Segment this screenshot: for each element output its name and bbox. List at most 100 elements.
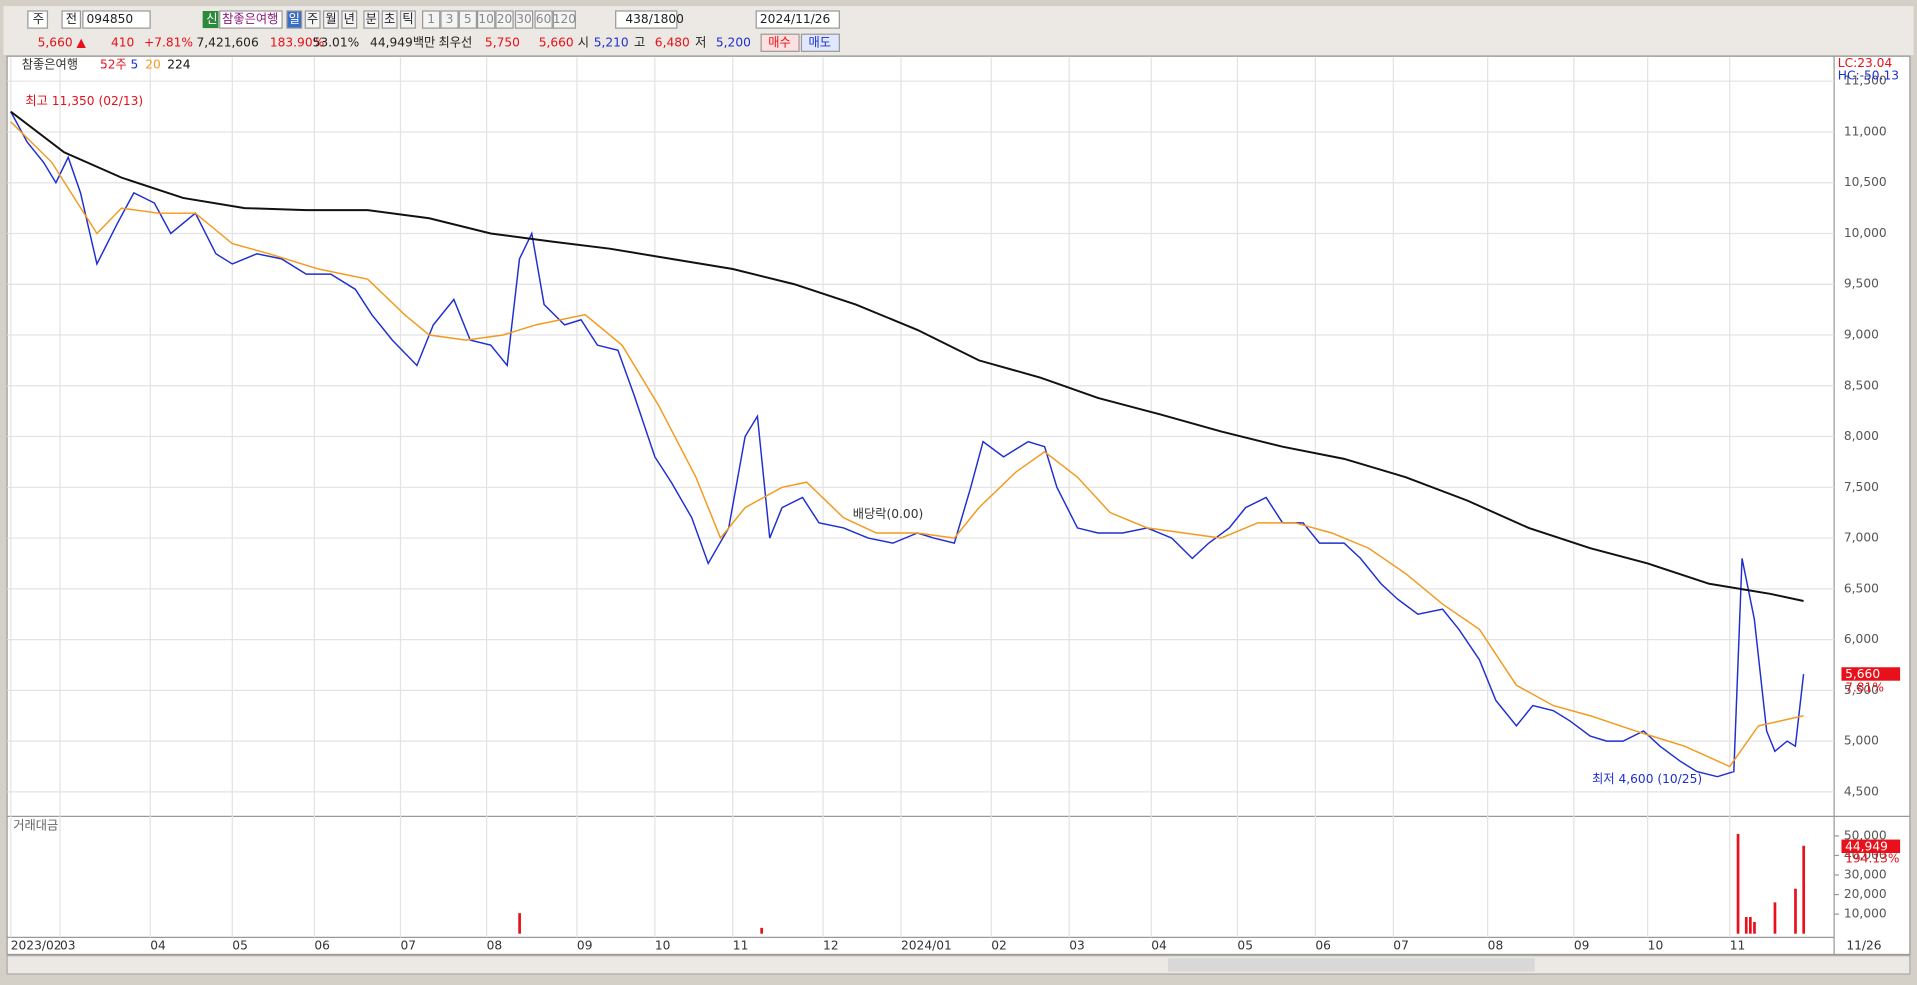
stock-name: 참좋은여행 <box>222 11 278 26</box>
field[interactable] <box>286 10 303 29</box>
quote-ask: 5,750 <box>485 35 520 49</box>
y-tick-label: 8,500 <box>1844 378 1879 392</box>
y-tick-label: 50,000 <box>1844 828 1887 842</box>
interval-button: 5 <box>464 12 472 26</box>
period-button: 초 <box>384 12 395 26</box>
x-tick-label: 07 <box>401 938 417 952</box>
undefined: 주 <box>33 12 44 26</box>
quote-amount: 44,949백만 <box>370 35 435 49</box>
field[interactable] <box>381 10 398 29</box>
x-tick-label: 11 <box>1730 938 1746 952</box>
x-tick-label: 08 <box>1488 938 1504 952</box>
quote-high: 6,480 <box>655 35 690 49</box>
y-tick-label: 11,500 <box>1844 74 1887 88</box>
field[interactable] <box>534 10 553 29</box>
badge-text: 신 <box>206 12 217 26</box>
x-tick-label: 12 <box>823 938 839 952</box>
x-tick-label: 05 <box>232 938 248 952</box>
bar-count: 438 <box>625 12 648 26</box>
volume-bar <box>1744 917 1748 934</box>
period-button: 분 <box>366 12 377 26</box>
x-tick-label: 2024/01 <box>901 938 952 952</box>
toolbar-bg <box>3 6 1914 55</box>
volume-bar <box>1794 888 1797 934</box>
field[interactable] <box>552 10 576 29</box>
field[interactable] <box>755 10 840 29</box>
period-button: 월 <box>325 12 336 26</box>
interval-button: 10 <box>478 12 494 26</box>
last-volume-pct: 194.13% <box>1845 852 1899 866</box>
quote-open-label: 시 <box>578 35 589 49</box>
field[interactable] <box>363 10 380 29</box>
dividend-annotation: 배당락(0.00) <box>853 507 923 521</box>
field[interactable] <box>458 10 477 29</box>
field[interactable] <box>760 33 800 52</box>
y-tick-label: 10,500 <box>1844 175 1887 189</box>
interval-button: 20 <box>497 12 513 26</box>
legend-entry: 224 <box>167 57 191 71</box>
x-tick-label: 03 <box>60 938 76 952</box>
y-tick-label: 10,000 <box>1844 226 1887 240</box>
price-line <box>10 121 1804 768</box>
field[interactable] <box>304 10 321 29</box>
buy-button: 매수 <box>768 35 790 49</box>
volume-bar <box>518 913 521 934</box>
x-tick-label: 06 <box>314 938 330 952</box>
legend-entry: 20 <box>145 57 161 71</box>
last-volume: 44,949 <box>1845 839 1888 853</box>
quote-price: 5,660 ▲ <box>38 35 87 49</box>
field[interactable] <box>495 10 514 29</box>
scroll-thumb[interactable] <box>1168 958 1535 972</box>
field[interactable] <box>422 10 441 29</box>
volume-bar <box>760 927 763 934</box>
x-tick-label: 05 <box>1237 938 1253 952</box>
field[interactable] <box>341 10 358 29</box>
quote-change-pct: +7.81% <box>144 35 193 49</box>
field[interactable] <box>514 10 534 29</box>
field[interactable] <box>615 10 678 29</box>
volume-bar <box>1749 917 1752 934</box>
x-tick-label: 09 <box>1574 938 1590 952</box>
interval-button: 3 <box>446 12 454 26</box>
scrollbar[interactable] <box>6 955 1911 975</box>
quote-open: 5,210 <box>594 35 629 49</box>
interval-button: 60 <box>536 12 552 26</box>
grid: 4,500 5,000 5,500 6,000 6,500 7,000 7,500 8,000… <box>7 57 1887 952</box>
toolbar: 주 전 094850 신 참좋은여행 일 주 월 년 분 초 틱 1 3 5 10 20 30 60 120 438/1… <box>27 10 840 52</box>
field[interactable] <box>219 10 283 29</box>
quote-low-label: 저 <box>695 35 706 49</box>
y-tick-label: 20,000 <box>1844 887 1887 901</box>
lc-label: LC:23.04 <box>1838 56 1893 70</box>
field[interactable] <box>400 10 416 29</box>
field[interactable] <box>61 10 82 29</box>
plot: 5 20 224 <box>10 57 1806 934</box>
field[interactable] <box>323 10 339 29</box>
field[interactable] <box>27 10 49 29</box>
y-tick-label: 5,500 <box>1844 683 1879 697</box>
quote-low: 5,200 <box>716 35 751 49</box>
last-date: 11/26 <box>1846 938 1881 952</box>
x-tick-label: 03 <box>1069 938 1085 952</box>
quote-volume-ratio: 183.90% <box>270 35 324 49</box>
interval-button: 30 <box>516 12 532 26</box>
hc-label: HC:-50.13 <box>1838 68 1899 82</box>
x-tick-label: 09 <box>577 938 593 952</box>
y-tick-label: 8,000 <box>1844 429 1879 443</box>
x-tick-label: 11 <box>733 938 749 952</box>
field[interactable] <box>800 33 840 52</box>
volume-box <box>1841 839 1901 854</box>
volume-title: 거래대금 <box>13 819 58 833</box>
field[interactable] <box>82 10 151 29</box>
legend-title: 참좋은여행 <box>22 56 78 71</box>
field[interactable] <box>476 10 496 29</box>
price-box <box>1841 667 1901 681</box>
x-tick-label: 02 <box>991 938 1007 952</box>
low-annotation: 최저 4,600 (10/25) <box>1592 772 1702 786</box>
last-pct: 7.81% <box>1845 681 1884 695</box>
volume-bar <box>1736 833 1740 934</box>
x-tick-label: 08 <box>487 938 503 952</box>
legend-period: 52주 <box>100 57 127 71</box>
y-tick-label: 7,500 <box>1844 480 1879 494</box>
x-tick-label: 04 <box>1151 938 1167 952</box>
field[interactable] <box>440 10 459 29</box>
